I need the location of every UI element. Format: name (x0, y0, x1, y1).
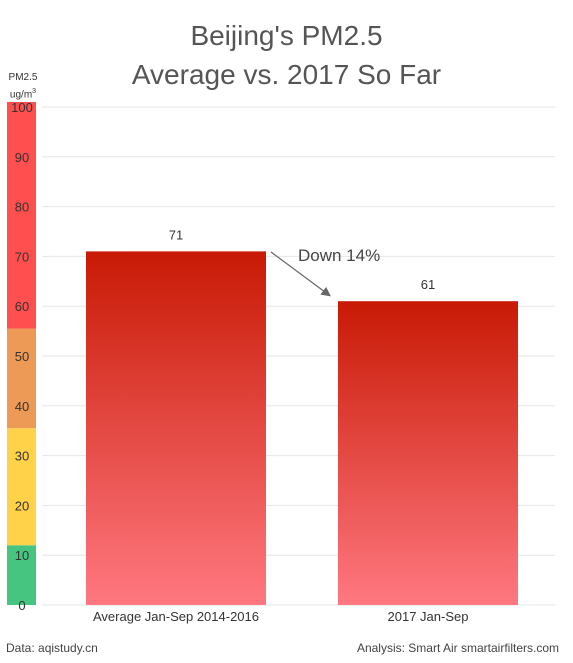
x-category-label-1: 2017 Jan-Sep (388, 609, 469, 624)
aqi-band-2 (7, 328, 36, 429)
y-tick-10: 10 (15, 548, 29, 563)
y-tick-0: 0 (18, 598, 25, 613)
bar-value-labels: 71 61 (169, 227, 435, 292)
y-tick-50: 50 (15, 349, 29, 364)
bar-value-label-0: 71 (169, 227, 183, 242)
y-tick-70: 70 (15, 249, 29, 264)
bar-value-label-1: 61 (421, 277, 435, 292)
bars (86, 251, 518, 605)
aqi-band-0 (7, 545, 36, 605)
y-tick-90: 90 (15, 150, 29, 165)
aqi-band-1 (7, 428, 36, 546)
y-axis-label-line-2: ug/m3 (0, 86, 46, 101)
chart-title-line-2: Average vs. 2017 So Far (131, 59, 442, 90)
footer-credit: Analysis: Smart Air smartairfilters.com (356, 641, 559, 655)
bar-0 (86, 251, 266, 605)
y-tick-100: 100 (11, 100, 33, 115)
x-category-labels: Average Jan-Sep 2014-2016 2017 Jan-Sep (93, 609, 468, 624)
y-axis-unit-exponent: 3 (32, 88, 37, 95)
y-tick-20: 20 (15, 498, 29, 513)
bar-1 (338, 301, 518, 605)
down-arrow (270, 251, 331, 297)
y-axis-label-line-1: PM2.5 (8, 72, 38, 83)
y-tick-60: 60 (15, 299, 29, 314)
annotation-down-percent: Down 14% (298, 246, 380, 265)
y-tick-80: 80 (15, 200, 29, 215)
x-category-label-0: Average Jan-Sep 2014-2016 (93, 609, 259, 624)
y-tick-30: 30 (15, 449, 29, 464)
y-axis-unit: ug/m (9, 89, 33, 101)
y-tick-labels: 0 10 20 30 40 50 60 70 80 90 100 (11, 100, 33, 613)
y-tick-40: 40 (15, 399, 29, 414)
aqi-color-bands (7, 102, 36, 605)
footer-source: Data: aqistudy.cn (6, 641, 98, 655)
aqi-band-3 (7, 102, 36, 329)
chart-title-line-1: Beijing's PM2.5 (190, 20, 383, 51)
